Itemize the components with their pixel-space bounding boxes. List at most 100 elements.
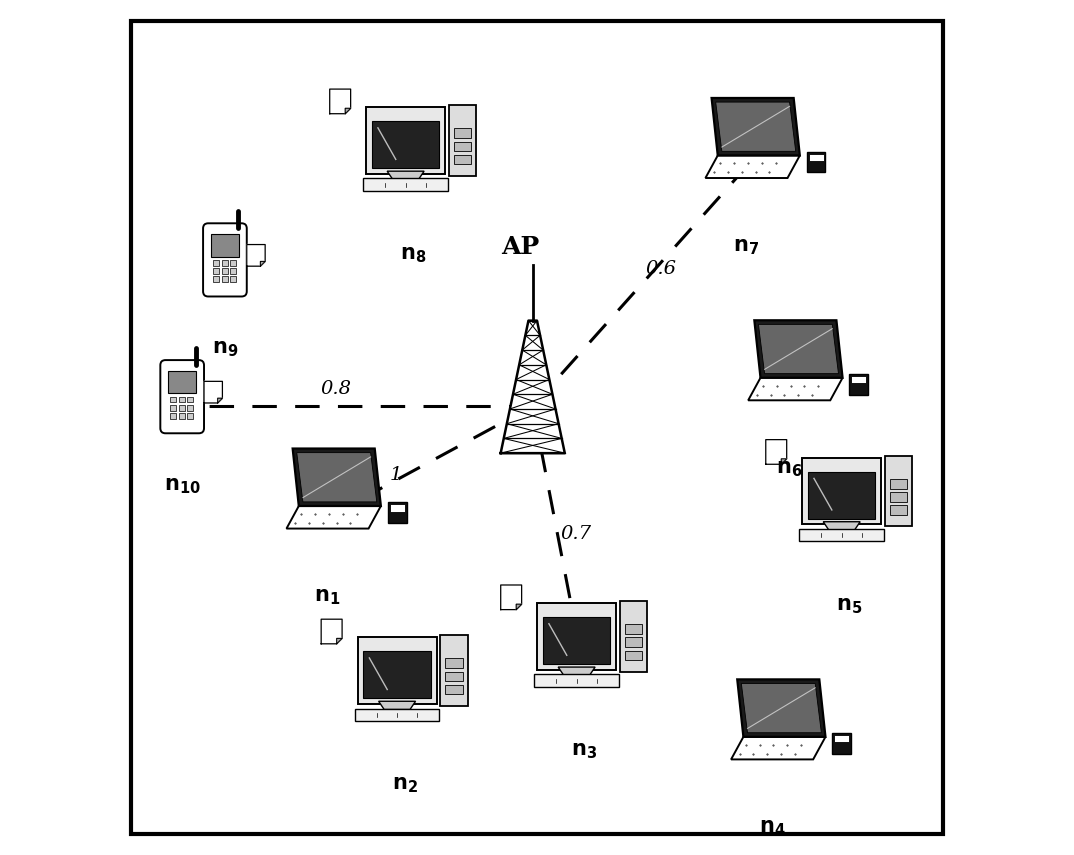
Text: AP: AP — [500, 235, 539, 259]
Polygon shape — [715, 102, 796, 151]
Polygon shape — [749, 378, 843, 400]
FancyBboxPatch shape — [889, 492, 908, 502]
FancyBboxPatch shape — [354, 709, 439, 721]
Bar — [214, 276, 219, 282]
Polygon shape — [737, 680, 826, 737]
FancyBboxPatch shape — [211, 234, 240, 256]
Bar — [179, 413, 185, 419]
Polygon shape — [247, 245, 265, 266]
Bar — [832, 733, 851, 754]
FancyBboxPatch shape — [889, 505, 908, 515]
Text: 0.6: 0.6 — [645, 260, 677, 279]
FancyBboxPatch shape — [358, 637, 437, 704]
Text: $\mathbf{n_8}$: $\mathbf{n_8}$ — [400, 245, 426, 265]
Text: $\mathbf{n_3}$: $\mathbf{n_3}$ — [571, 741, 597, 761]
FancyBboxPatch shape — [363, 652, 431, 698]
Polygon shape — [558, 667, 595, 675]
FancyBboxPatch shape — [543, 617, 610, 663]
Bar — [187, 397, 193, 403]
Polygon shape — [287, 506, 381, 528]
Bar — [230, 276, 236, 282]
FancyBboxPatch shape — [625, 651, 642, 660]
Text: 1: 1 — [390, 465, 402, 484]
Bar — [388, 502, 407, 523]
Polygon shape — [292, 449, 381, 506]
FancyBboxPatch shape — [160, 360, 204, 433]
Polygon shape — [321, 619, 343, 644]
Polygon shape — [260, 262, 265, 266]
FancyBboxPatch shape — [453, 155, 471, 164]
FancyBboxPatch shape — [363, 179, 448, 191]
FancyBboxPatch shape — [620, 601, 648, 672]
Text: $\mathbf{n_2}$: $\mathbf{n_2}$ — [392, 775, 418, 795]
Bar — [230, 260, 236, 266]
Polygon shape — [712, 98, 800, 156]
FancyBboxPatch shape — [885, 456, 912, 527]
Text: $\mathbf{n_7}$: $\mathbf{n_7}$ — [734, 237, 759, 256]
FancyBboxPatch shape — [625, 624, 642, 634]
Polygon shape — [336, 639, 343, 644]
FancyBboxPatch shape — [453, 142, 471, 151]
Bar — [171, 405, 176, 410]
Polygon shape — [731, 737, 826, 759]
Bar — [179, 405, 185, 410]
FancyBboxPatch shape — [168, 371, 197, 393]
FancyBboxPatch shape — [445, 672, 463, 681]
Bar — [390, 504, 405, 511]
FancyBboxPatch shape — [445, 658, 463, 668]
FancyBboxPatch shape — [453, 128, 471, 138]
Polygon shape — [500, 585, 522, 610]
Polygon shape — [758, 324, 839, 374]
Polygon shape — [754, 321, 843, 378]
Text: 0.7: 0.7 — [560, 525, 591, 544]
Polygon shape — [330, 89, 350, 114]
Polygon shape — [517, 604, 522, 610]
Bar — [809, 154, 824, 161]
Polygon shape — [218, 398, 222, 403]
Bar — [807, 151, 826, 173]
FancyBboxPatch shape — [440, 635, 467, 706]
FancyBboxPatch shape — [534, 675, 619, 687]
Polygon shape — [706, 156, 800, 178]
FancyBboxPatch shape — [203, 223, 247, 297]
Bar — [214, 260, 219, 266]
Text: $\mathbf{n_5}$: $\mathbf{n_5}$ — [836, 596, 862, 616]
FancyBboxPatch shape — [449, 105, 476, 176]
Bar — [179, 397, 185, 403]
Bar — [230, 268, 236, 274]
Bar — [187, 413, 193, 419]
Bar — [850, 374, 868, 395]
Bar — [834, 735, 850, 742]
Bar — [852, 376, 867, 383]
Polygon shape — [379, 701, 416, 710]
Polygon shape — [500, 321, 565, 453]
Polygon shape — [345, 109, 350, 114]
Bar — [187, 405, 193, 410]
Text: 0.8: 0.8 — [320, 380, 351, 398]
FancyBboxPatch shape — [372, 121, 439, 168]
Bar — [221, 260, 228, 266]
FancyBboxPatch shape — [799, 529, 884, 541]
FancyBboxPatch shape — [445, 685, 463, 694]
Text: $\mathbf{n_{10}}$: $\mathbf{n_{10}}$ — [164, 476, 201, 496]
Bar — [214, 268, 219, 274]
FancyBboxPatch shape — [366, 107, 445, 174]
Bar — [171, 397, 176, 403]
Text: $\mathbf{n_1}$: $\mathbf{n_1}$ — [315, 587, 340, 607]
Polygon shape — [766, 439, 786, 464]
Polygon shape — [823, 522, 860, 530]
Polygon shape — [781, 459, 786, 464]
Polygon shape — [387, 171, 424, 180]
Bar — [221, 268, 228, 274]
FancyBboxPatch shape — [537, 603, 616, 669]
Polygon shape — [204, 381, 222, 403]
Polygon shape — [296, 452, 377, 502]
FancyBboxPatch shape — [802, 457, 881, 524]
Polygon shape — [741, 683, 822, 733]
Bar — [171, 413, 176, 419]
FancyBboxPatch shape — [625, 638, 642, 647]
Text: $\mathbf{n_9}$: $\mathbf{n_9}$ — [212, 339, 238, 359]
FancyBboxPatch shape — [808, 472, 875, 518]
Bar — [221, 276, 228, 282]
FancyBboxPatch shape — [889, 479, 908, 488]
